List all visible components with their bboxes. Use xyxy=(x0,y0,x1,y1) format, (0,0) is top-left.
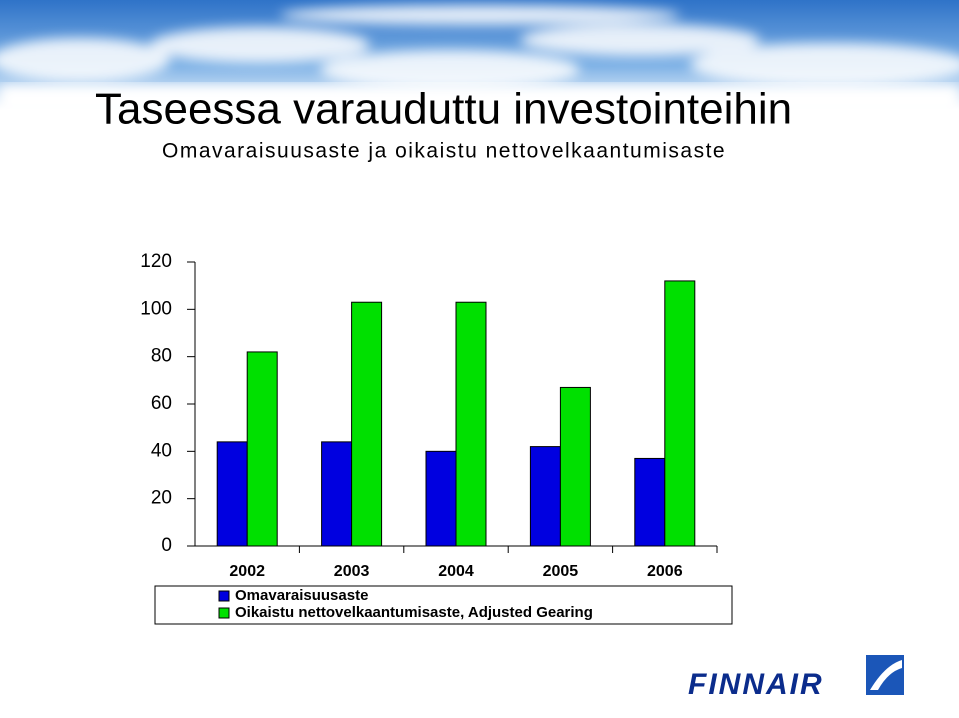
legend-swatch xyxy=(218,590,230,602)
legend-label: Oikaistu nettovelkaantumisaste, Adjusted… xyxy=(235,604,593,621)
sky-banner xyxy=(0,0,959,115)
y-tick-label: 120 xyxy=(140,251,172,272)
x-tick-label: 2005 xyxy=(543,563,579,580)
y-tick-label: 60 xyxy=(151,393,172,414)
y-tick-label: 0 xyxy=(161,535,172,556)
subtitle: Omavaraisuusaste ja oikaistu nettovelkaa… xyxy=(162,140,726,163)
x-tick-label: 2002 xyxy=(229,563,265,580)
legend-label: Omavaraisuusaste xyxy=(235,587,368,604)
finnair-logo: FINNAIR xyxy=(688,655,904,701)
bar xyxy=(529,446,561,547)
bar xyxy=(425,450,457,547)
bar xyxy=(321,441,353,547)
y-tick-label: 20 xyxy=(151,488,172,509)
bar xyxy=(634,457,666,547)
bar xyxy=(246,351,278,547)
title: Taseessa varauduttu investointeihin xyxy=(95,85,792,134)
x-tick-label: 2006 xyxy=(647,563,683,580)
y-tick-label: 100 xyxy=(140,298,172,319)
bar xyxy=(216,441,248,547)
bar xyxy=(351,301,383,547)
logo-text: FINNAIR xyxy=(688,668,824,701)
bar xyxy=(559,386,591,547)
y-tick-label: 80 xyxy=(151,346,172,367)
legend-box xyxy=(154,585,733,625)
y-tick-label: 40 xyxy=(151,440,172,461)
bar xyxy=(455,301,487,547)
legend-swatch xyxy=(218,607,230,619)
bar xyxy=(664,280,696,547)
x-tick-label: 2004 xyxy=(438,563,474,580)
x-tick-label: 2003 xyxy=(334,563,370,580)
